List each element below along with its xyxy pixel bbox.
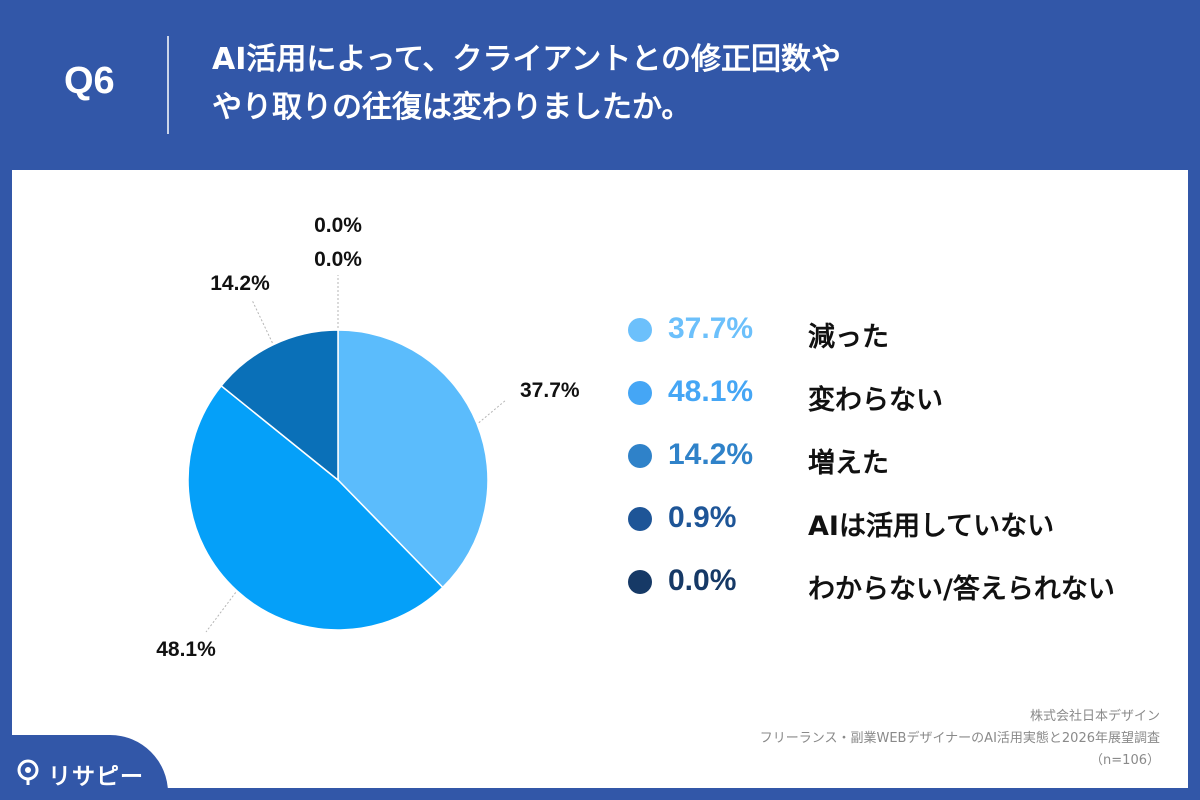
leader-line — [478, 399, 507, 424]
legend-item: 48.1% 変わらない — [628, 373, 1188, 416]
legend-item: 37.7% 減った — [628, 310, 1188, 353]
logo-text: リサピー — [48, 764, 144, 790]
header-divider — [167, 36, 169, 134]
legend-dot — [628, 381, 652, 405]
legend-label: AIは活用していない — [808, 511, 1055, 542]
leader-line — [251, 299, 273, 344]
legend-item: 0.9% AIは活用していない — [628, 499, 1188, 542]
legend-item: 0.0% わからない/答えられない — [628, 562, 1188, 605]
pie-data-label: 0.0% — [314, 214, 362, 237]
pie-data-label: 48.1% — [156, 638, 216, 661]
pie-data-label: 37.7% — [520, 379, 580, 402]
source-company: 株式会社日本デザイン — [1029, 709, 1160, 724]
legend-percent: 37.7% — [668, 312, 754, 345]
legend-dot — [628, 318, 652, 342]
pie-data-label: 0.0% — [314, 248, 362, 271]
source-note: 株式会社日本デザイン フリーランス・副業WEBデザイナーのAI活用実態と2026… — [760, 706, 1160, 772]
question-title-line1: AI活用によって、クライアントとの修正回数や — [212, 42, 841, 77]
legend-percent: 14.2% — [668, 438, 754, 471]
legend-percent: 0.0% — [668, 564, 737, 597]
pie-slice — [187, 384, 444, 631]
header: Q6 AI活用によって、クライアントとの修正回数や やり取りの往復は変わりました… — [0, 0, 1200, 170]
pin-icon — [17, 759, 39, 785]
legend-percent: 48.1% — [668, 375, 754, 408]
legend-label: 増えた — [808, 448, 889, 479]
legend-label: 変わらない — [808, 385, 943, 416]
legend-dot — [628, 507, 652, 531]
question-title-line2: やり取りの往復は変わりましたか。 — [212, 90, 692, 125]
pie-data-label: 14.2% — [210, 272, 270, 295]
legend-label: わからない/答えられない — [808, 574, 1115, 605]
pie-slice — [220, 329, 339, 482]
leader-line — [205, 592, 237, 633]
pie-slice — [337, 329, 489, 589]
legend-dot — [628, 570, 652, 594]
legend-dot — [628, 444, 652, 468]
source-survey-title: フリーランス・副業WEBデザイナーのAI活用実態と2026年展望調査 — [759, 731, 1160, 746]
question-title: AI活用によって、クライアントとの修正回数や やり取りの往復は変わりましたか。 — [212, 36, 1112, 132]
legend-item: 14.2% 増えた — [628, 436, 1188, 479]
legend-label: 減った — [808, 322, 889, 353]
question-number: Q6 — [64, 60, 115, 102]
source-sample-size: （n=106） — [1090, 753, 1160, 768]
brand-logo: リサピー — [16, 757, 156, 790]
legend-percent: 0.9% — [668, 501, 737, 534]
